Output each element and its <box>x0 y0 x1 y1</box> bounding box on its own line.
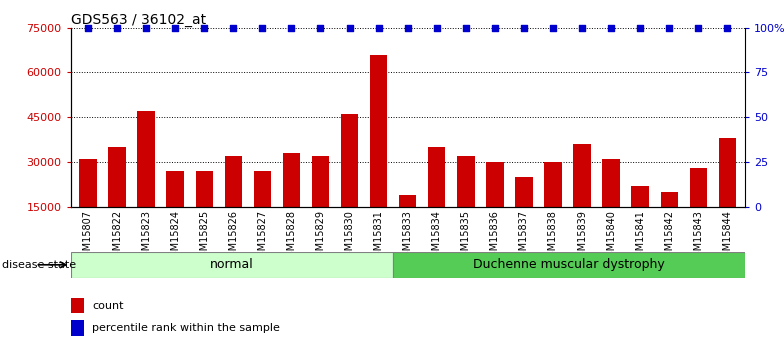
Point <box>517 25 530 30</box>
Text: percentile rank within the sample: percentile rank within the sample <box>93 323 281 333</box>
Bar <box>71 298 84 313</box>
Text: normal: normal <box>210 258 254 271</box>
Bar <box>399 195 416 252</box>
Point <box>459 25 472 30</box>
Text: GDS563 / 36102_at: GDS563 / 36102_at <box>71 12 205 27</box>
Bar <box>224 156 242 252</box>
Bar <box>486 162 503 252</box>
Bar <box>544 162 561 252</box>
Point <box>111 25 123 30</box>
Bar <box>283 153 300 252</box>
Point <box>285 25 298 30</box>
Bar <box>428 147 445 252</box>
Bar <box>602 159 620 252</box>
Point <box>721 25 734 30</box>
Bar <box>515 177 532 252</box>
Point <box>343 25 356 30</box>
Point <box>692 25 705 30</box>
Point <box>227 25 240 30</box>
Bar <box>108 147 125 252</box>
Text: count: count <box>93 301 124 311</box>
Text: Duchenne muscular dystrophy: Duchenne muscular dystrophy <box>473 258 665 271</box>
Bar <box>341 114 358 252</box>
Bar <box>137 111 154 252</box>
Bar <box>166 171 184 252</box>
Bar <box>631 186 649 252</box>
Bar <box>254 171 271 252</box>
Point <box>140 25 152 30</box>
Point <box>401 25 414 30</box>
Bar <box>195 171 213 252</box>
Point <box>372 25 385 30</box>
Bar <box>71 320 84 336</box>
Point <box>256 25 269 30</box>
Bar <box>71 252 393 278</box>
Text: disease state: disease state <box>2 260 76 270</box>
Point <box>82 25 94 30</box>
Point <box>575 25 588 30</box>
Point <box>488 25 501 30</box>
Point <box>604 25 617 30</box>
Bar <box>79 159 96 252</box>
Point <box>198 25 211 30</box>
Bar <box>393 252 745 278</box>
Point <box>430 25 443 30</box>
Point <box>546 25 559 30</box>
Point <box>314 25 327 30</box>
Point <box>634 25 647 30</box>
Bar <box>573 144 591 252</box>
Bar <box>370 55 387 252</box>
Bar <box>660 192 678 252</box>
Bar <box>719 138 736 252</box>
Bar <box>312 156 329 252</box>
Bar <box>690 168 707 252</box>
Bar <box>457 156 474 252</box>
Point <box>663 25 676 30</box>
Point <box>169 25 181 30</box>
